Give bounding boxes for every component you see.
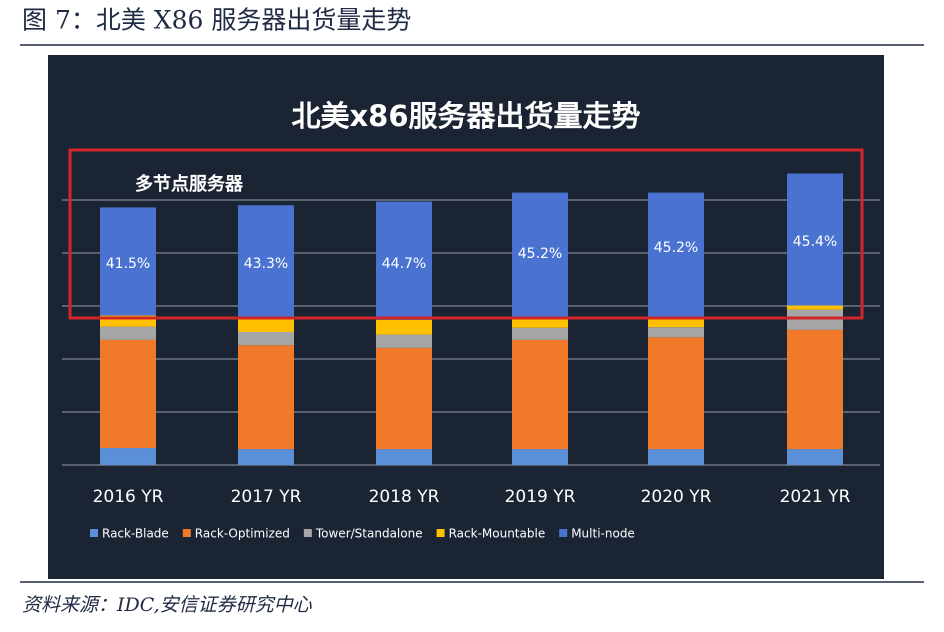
bar-segment — [648, 317, 704, 328]
bar-segment — [100, 207, 156, 316]
x-tick-label: 2017 YR — [231, 487, 302, 507]
chart-title: 北美x86服务器出货量走势 — [291, 99, 640, 133]
bar-segment — [376, 334, 432, 348]
x-tick-label: 2020 YR — [641, 487, 712, 507]
bar-segment — [512, 339, 568, 450]
bar-segment — [238, 318, 294, 332]
legend-label: Rack-Optimized — [195, 527, 290, 541]
bar-segment — [787, 305, 843, 310]
bar-segment — [787, 173, 843, 306]
bar-segment — [100, 326, 156, 340]
legend-swatch — [303, 529, 312, 537]
highlight-label: 多节点服务器 — [135, 173, 244, 195]
x-tick-label: 2021 YR — [780, 487, 851, 507]
source-note: 资料来源：IDC,安信证券研究中心 — [22, 594, 313, 616]
bar-segment — [238, 331, 294, 346]
bar-segment — [100, 339, 156, 449]
share-label: 44.7% — [382, 256, 426, 272]
figure-title: 图 7：北美 X86 服务器出货量走势 — [22, 6, 411, 35]
share-label: 45.4% — [793, 234, 837, 250]
share-label: 45.2% — [654, 240, 698, 256]
bar-segment — [238, 345, 294, 450]
bar-segment — [376, 201, 432, 320]
bar-segment — [648, 192, 704, 318]
bar-segment — [376, 347, 432, 450]
bar-segment — [238, 449, 294, 465]
bar-segment — [238, 205, 294, 319]
bar-segment — [787, 309, 843, 330]
legend-label: Tower/Standalone — [315, 527, 423, 541]
legend-label: Multi-node — [571, 527, 635, 541]
legend-label: Rack-Mountable — [449, 527, 546, 541]
bar-segment — [787, 449, 843, 465]
bar-segment — [376, 319, 432, 335]
bar-segment — [648, 337, 704, 450]
bar-segment — [100, 448, 156, 465]
legend-swatch — [182, 529, 191, 537]
share-label: 43.3% — [244, 256, 288, 272]
plot: 41.5% 2016 YR 43.3% 2017 YR 44.7% 2018 YR 45.2… — [62, 173, 880, 541]
bar-segment — [376, 449, 432, 465]
share-label: 41.5% — [106, 256, 150, 272]
bar-segment — [787, 329, 843, 450]
highlight-box — [68, 148, 864, 320]
share-label: 45.2% — [518, 246, 562, 262]
legend-swatch — [436, 529, 445, 537]
bar-segment — [648, 449, 704, 465]
x-tick-label: 2018 YR — [369, 487, 440, 507]
bar-segment — [512, 327, 568, 340]
x-tick-label: 2019 YR — [505, 487, 576, 507]
x-tick-label: 2016 YR — [93, 487, 164, 507]
bar-segment — [648, 327, 704, 338]
bar-segment — [512, 449, 568, 465]
bar-segment — [512, 317, 568, 328]
bar-segment — [512, 192, 568, 318]
bar-segment — [100, 315, 156, 327]
legend-swatch — [90, 529, 98, 537]
legend-swatch — [559, 529, 568, 537]
legend-label: Rack-Blade — [102, 527, 169, 541]
